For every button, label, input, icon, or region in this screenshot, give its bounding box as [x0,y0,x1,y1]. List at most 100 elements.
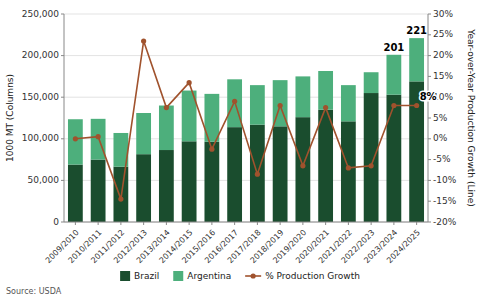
bar [364,72,379,93]
line-marker [209,147,214,152]
x-tick [257,222,258,225]
y2-tick-label: 20% [433,50,453,60]
bar [250,125,265,222]
x-tick [120,222,121,225]
legend-label: % Production Growth [265,271,360,281]
y2-tick [428,222,431,223]
y2-tick [428,34,431,35]
bar [386,55,401,95]
bar [318,110,333,222]
x-tick [98,222,99,225]
bar [136,113,151,154]
legend-item: Argentina [173,271,231,282]
y2-tick-label: -5% [433,154,451,164]
y-axis-line [64,14,65,222]
axes: 050,000100,000150,000200,000250,000-20%-… [22,9,457,266]
legend-swatch [120,271,130,281]
bar [250,85,265,125]
x-tick [189,222,190,225]
grid-line [64,222,428,223]
y2-tick-label: -10% [433,175,457,185]
bar [159,150,174,222]
annotation: 8% [420,91,437,102]
grid-line [64,14,428,15]
x-tick [348,222,349,225]
line-marker [118,197,123,202]
y-tick-label: 0 [53,217,59,227]
bar [91,119,106,160]
bar [409,38,424,81]
y-tick [61,138,64,139]
x-tick [416,222,417,225]
legend-label: Argentina [187,271,231,281]
line-marker [73,136,78,141]
y2-tick [428,55,431,56]
legend-label: Brazil [134,271,159,281]
line-marker [346,165,351,170]
annotation: 221 [406,25,427,36]
bar-series [68,81,424,222]
y2-tick [428,14,431,15]
y-tick-label: 50,000 [28,175,60,185]
bar [273,126,288,222]
x-tick [143,222,144,225]
x-tick [371,222,372,225]
y2-tick [428,118,431,119]
bar [295,76,310,117]
y-tick-label: 150,000 [22,92,59,102]
line [75,41,416,199]
bar [364,93,379,222]
bar [295,117,310,222]
line-marker [323,105,328,110]
line-marker [255,172,260,177]
legend: Brazil Argentina % Production Growth [120,271,360,282]
bar [386,95,401,222]
chart: 050,000100,000150,000200,000250,000-20%-… [0,0,480,300]
grid-line [64,55,428,56]
bar [136,154,151,222]
y2-tick-label: -15% [433,196,457,206]
x-axis-line [64,222,428,223]
y2-tick [428,76,431,77]
bar [204,142,219,222]
y2-tick-label: 5% [433,113,448,123]
legend-marker [251,273,256,278]
bar-series [68,38,424,167]
annotations: 201221 8% [383,25,436,101]
bar [341,121,356,222]
x-tick [166,222,167,225]
line-marker [164,105,169,110]
bar [68,165,83,222]
line-marker [96,134,101,139]
bar [159,106,174,151]
y2-tick-label: 30% [433,9,453,19]
x-tick [211,222,212,225]
y-axis-label: 1000 MT (Columns) [5,74,15,162]
y-tick-label: 250,000 [22,9,59,19]
bar [68,119,83,164]
y-tick [61,55,64,56]
line-marker [414,103,419,108]
x-tick [325,222,326,225]
annotation: 201 [383,42,404,53]
line-marker [187,80,192,85]
y2-tick [428,159,431,160]
x-tick [393,222,394,225]
bar [341,85,356,121]
y-tick [61,97,64,98]
legend-item: % Production Growth [245,271,360,281]
line-marker [141,38,146,43]
bar [91,160,106,222]
x-tick [280,222,281,225]
x-tick-label: 2024/2025 [385,228,422,265]
bar [318,71,333,110]
y2-tick-label: -20% [433,217,457,227]
line-marker [300,163,305,168]
y2-tick-label: 0% [433,133,448,143]
x-tick [75,222,76,225]
y2-tick-label: 15% [433,71,453,81]
line-series [73,38,419,201]
y2-tick [428,138,431,139]
bar [182,141,197,222]
y2-tick-label: 25% [433,29,453,39]
